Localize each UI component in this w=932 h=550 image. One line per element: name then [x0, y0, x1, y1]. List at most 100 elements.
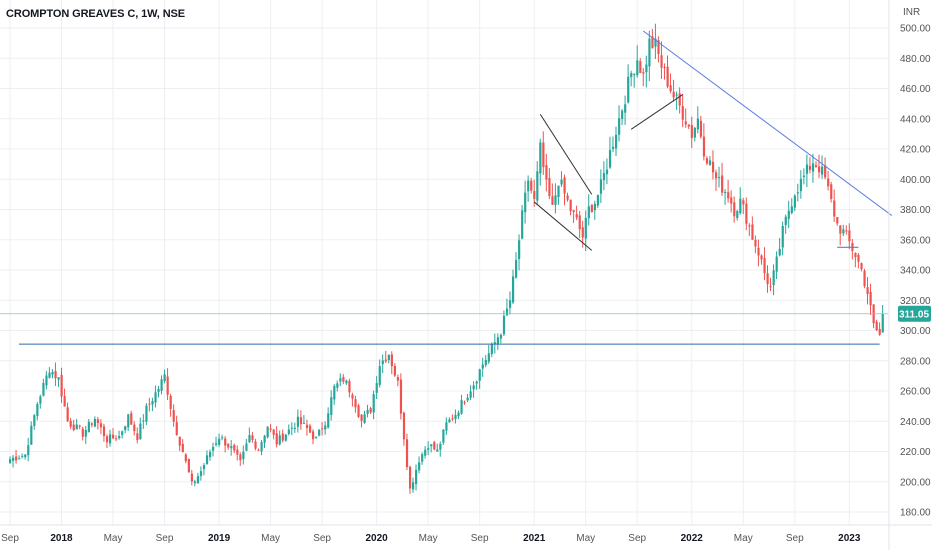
candle-body [593, 203, 596, 211]
candle-body [618, 118, 621, 135]
candle-body [757, 247, 760, 256]
price-tick-label: 500.00 [900, 24, 931, 35]
candle-body [411, 482, 415, 490]
candle-body [690, 125, 693, 138]
candle-body [36, 403, 39, 417]
candle-body [381, 360, 384, 365]
candle-body [527, 180, 530, 192]
price-tick-label: 240.00 [900, 417, 931, 428]
candle-body [184, 454, 187, 462]
candle-body [339, 378, 342, 382]
candle-body [45, 375, 48, 386]
candle-body [793, 195, 796, 208]
candle-body [260, 442, 263, 452]
time-tick-label: 2018 [50, 533, 73, 544]
candle-body [560, 179, 563, 185]
candle-body [193, 481, 197, 484]
price-tick-label: 260.00 [900, 387, 931, 398]
candle-body [105, 436, 109, 443]
candle-body [357, 405, 360, 417]
candle-body [608, 150, 612, 168]
candle-body [660, 55, 663, 68]
candles [9, 23, 884, 494]
candle-body [518, 240, 521, 260]
candle-body [857, 254, 860, 262]
candle-body [130, 413, 133, 425]
candle-body [799, 178, 803, 192]
candle-body [305, 424, 309, 429]
candle-body [521, 210, 524, 239]
candle-body [654, 38, 657, 47]
candle-body [302, 422, 306, 424]
candle-body [239, 454, 242, 461]
candle-body [772, 270, 775, 286]
price-tick-label: 300.00 [900, 326, 931, 337]
candle-body [460, 400, 463, 414]
candle-body [693, 127, 696, 138]
candle-body [296, 416, 300, 427]
candle-body [433, 442, 436, 450]
candle-body [142, 420, 145, 422]
candle-body [321, 428, 324, 430]
candle-body [445, 422, 448, 431]
price-tick-label: 440.00 [900, 114, 931, 125]
candle-body [542, 142, 545, 168]
candle-body [805, 164, 809, 174]
candle-body [78, 425, 81, 427]
candle-body [348, 381, 351, 393]
candle-body [681, 106, 684, 120]
candle-body [308, 425, 312, 433]
candle-body [66, 407, 69, 422]
time-tick-label: Sep [313, 533, 331, 544]
candle-body [315, 436, 318, 438]
candle-body [645, 64, 648, 73]
candle-body [636, 60, 639, 76]
candle-body [57, 377, 60, 380]
candle-body [93, 418, 97, 427]
candle-body [472, 385, 475, 390]
candle-body [724, 192, 727, 194]
candle-body [484, 360, 487, 366]
candle-body [602, 173, 606, 181]
candle-body [63, 396, 66, 407]
time-axis[interactable]: Sep 2018 May Sep 2019 May Sep 2020 May Sep 2021 May… [0, 524, 932, 544]
candle-body [118, 435, 121, 439]
candle-body [178, 436, 181, 446]
candle-body [108, 434, 112, 444]
candle-body [627, 76, 630, 103]
candle-body [12, 457, 15, 461]
candle-body [760, 255, 763, 260]
candle-body [212, 446, 215, 451]
candle-body [569, 199, 572, 212]
candle-body [530, 180, 533, 191]
candle-body [402, 412, 406, 440]
candle-body [281, 433, 284, 441]
candle-body [581, 227, 584, 238]
candle-body [678, 93, 681, 106]
candle-body [84, 430, 87, 437]
candle-body [651, 36, 654, 49]
time-tick-label: 2020 [366, 533, 389, 544]
candle-body [363, 414, 366, 423]
price-tick-label: 420.00 [900, 145, 931, 156]
candle-body [572, 210, 575, 212]
candle-body [27, 445, 30, 456]
candle-body [248, 435, 251, 443]
candle-body [869, 291, 872, 306]
price-axis[interactable]: 180.00 200.00 220.00 240.00 260.00 280.00 300.… [888, 0, 931, 550]
candle-body [196, 476, 200, 484]
candle-body [72, 424, 75, 431]
candle-body [515, 260, 518, 278]
candle-body [112, 434, 115, 439]
candle-body [860, 263, 863, 270]
candle-body [157, 388, 160, 392]
candle-body [166, 376, 169, 395]
time-tick-label: 2021 [523, 533, 546, 544]
candle-body [366, 410, 369, 414]
candle-body [575, 214, 578, 218]
price-tick-label: 280.00 [900, 356, 931, 367]
candle-body [633, 74, 636, 76]
candle-body [833, 200, 836, 217]
candle-body [787, 210, 790, 219]
